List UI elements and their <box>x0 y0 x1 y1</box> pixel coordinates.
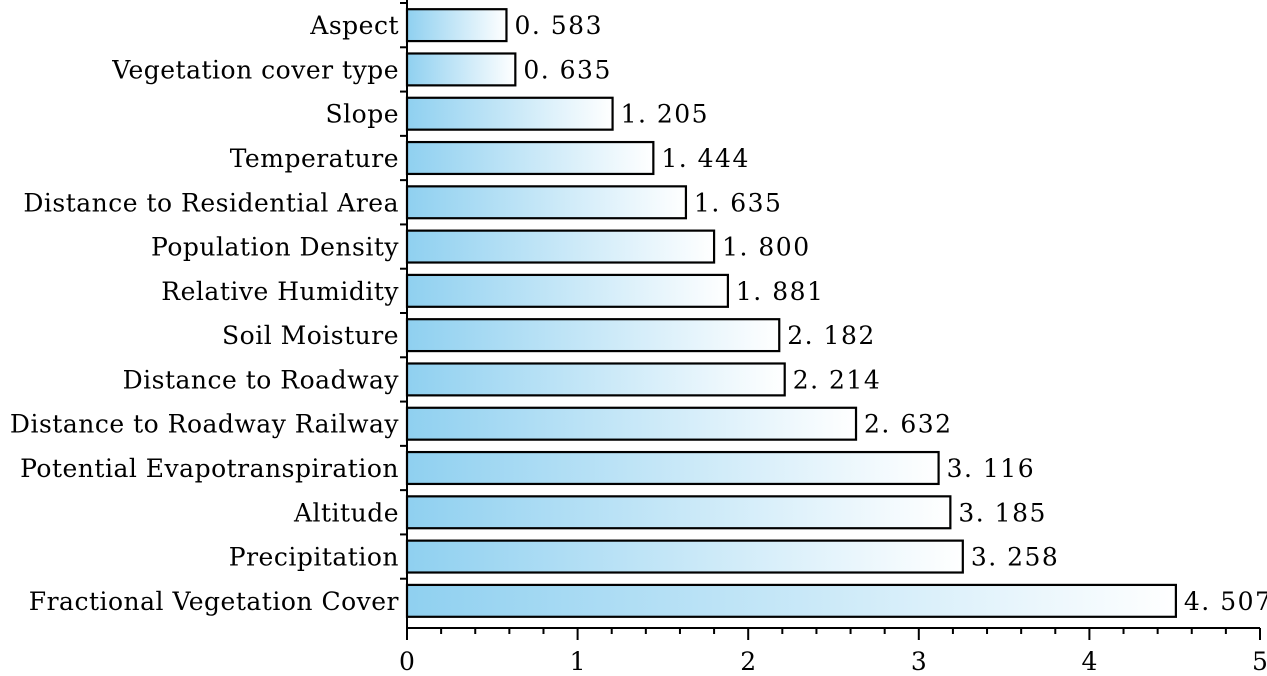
bar <box>405 450 940 486</box>
data-label: 3. 116 <box>947 454 1036 483</box>
bar <box>405 140 655 176</box>
x-tick-label: 2 <box>740 647 756 676</box>
data-label: 2. 214 <box>793 365 882 394</box>
category-label: Potential Evapotranspiration <box>20 454 399 483</box>
x-tick-label: 5 <box>1252 647 1267 676</box>
data-label: 1. 881 <box>736 277 825 306</box>
category-label: Distance to Roadway <box>123 365 400 394</box>
data-label: 4. 507 <box>1184 587 1267 616</box>
category-label: Fractional Vegetation Cover <box>29 587 399 616</box>
data-label: 0. 635 <box>523 55 612 84</box>
bar <box>405 495 952 530</box>
bar <box>405 52 517 87</box>
data-label: 2. 632 <box>864 410 953 439</box>
category-label: Soil Moisture <box>222 321 399 350</box>
bar <box>405 8 508 43</box>
data-label: 1. 205 <box>621 100 710 129</box>
bar <box>405 362 786 397</box>
category-label: Temperature <box>230 144 399 173</box>
data-label: 3. 258 <box>971 543 1060 572</box>
bar <box>405 229 716 264</box>
bar <box>405 185 688 220</box>
data-label: 1. 800 <box>722 233 811 262</box>
bar <box>405 539 964 574</box>
bar <box>405 273 729 308</box>
data-label: 0. 583 <box>514 11 603 40</box>
category-label: Aspect <box>309 11 399 40</box>
data-label: 3. 185 <box>958 498 1047 527</box>
category-label: Slope <box>326 100 399 129</box>
category-label: Relative Humidity <box>161 277 399 306</box>
category-label: Distance to Roadway Railway <box>10 410 399 439</box>
category-label: Vegetation cover type <box>111 55 399 84</box>
category-label: Distance to Residential Area <box>23 188 399 217</box>
data-label: 1. 444 <box>661 144 750 173</box>
x-tick-label: 4 <box>1081 647 1097 676</box>
data-label: 2. 182 <box>787 321 876 350</box>
bar <box>405 406 858 441</box>
bar <box>405 96 614 131</box>
category-label: Population Density <box>151 233 399 262</box>
data-label: 1. 635 <box>694 188 783 217</box>
bars <box>405 8 1177 618</box>
bar <box>405 583 1177 618</box>
category-label: Precipitation <box>229 543 399 572</box>
category-label: Altitude <box>293 498 399 527</box>
bar <box>405 318 781 353</box>
x-tick-label: 3 <box>911 647 927 676</box>
x-tick-label: 0 <box>399 647 415 676</box>
x-tick-label: 1 <box>570 647 586 676</box>
axes: Aspect 0. 583 Vegetation cover type 0. 635 S… <box>10 0 1267 676</box>
